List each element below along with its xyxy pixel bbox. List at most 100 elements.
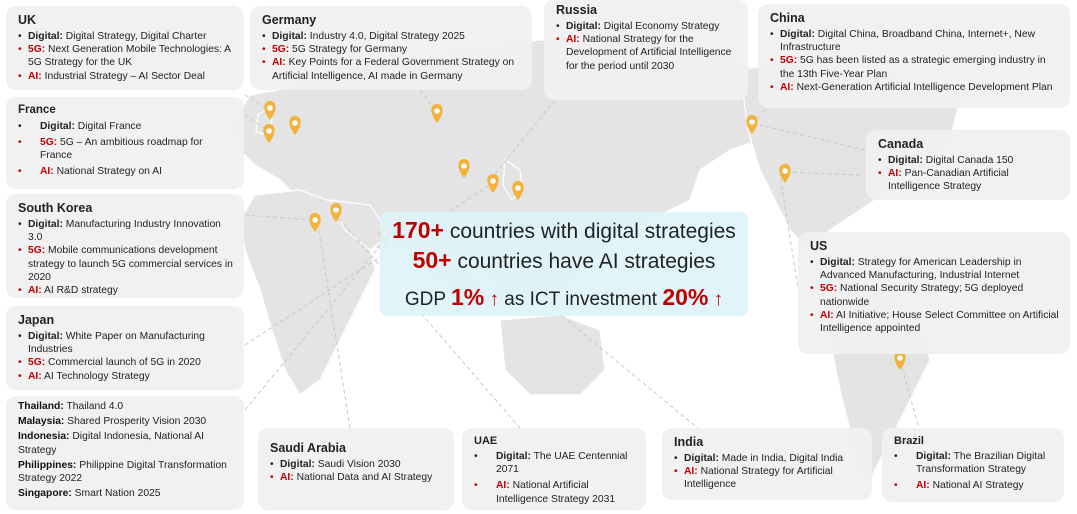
country-title: France	[18, 104, 56, 116]
strategy-item-ai: AI: National Data and AI Strategy	[270, 471, 444, 484]
strategy-item-digital: Digital: Saudi Vision 2030	[270, 458, 444, 471]
ict-text: as ICT investment	[504, 289, 658, 310]
strategy-item-ai: AI: National Strategy for Artificial Int…	[674, 465, 862, 491]
strategy-list: Digital: Strategy for American Leadershi…	[810, 256, 1060, 335]
strategy-list: Digital: Digital Economy Strategy AI: Na…	[556, 20, 738, 73]
summary-gdp: GDP 1% ↑ as ICT investment 20% ↑	[380, 284, 748, 313]
card-brazil: Brazil Digital: The Brazilian Digital Tr…	[882, 428, 1064, 502]
strategy-item-ai: AI: National AI Strategy	[894, 479, 1054, 492]
map-pin-icon	[458, 159, 470, 178]
gdp-label: GDP	[404, 289, 446, 310]
map-pin-icon	[512, 181, 524, 200]
strategy-item-ai: AI: Key Points for a Federal Government …	[262, 56, 522, 82]
summary-digital: 170+ countries with digital strategies	[380, 216, 748, 246]
strategy-item-5g: 5G: 5G has been listed as a strategic em…	[770, 54, 1060, 80]
country-title: Japan	[18, 313, 55, 327]
country-title: UAE	[474, 435, 498, 447]
up-arrow-icon: ↑	[713, 289, 724, 310]
strategy-item-5g: 5G: 5G – An ambitious roadmap for France	[18, 136, 234, 162]
strategy-item-ai: AI: National Strategy for the Developmen…	[556, 33, 738, 73]
strategy-item-digital: Digital: Made in India, Digital India	[674, 452, 862, 465]
strategy-list: Digital: Digital China, Broadband China,…	[770, 28, 1060, 94]
card-saudi-arabia: Saudi Arabia Digital: Saudi Vision 2030 …	[258, 428, 454, 510]
card-germany: Germany Digital: Industry 4.0, Digital S…	[250, 6, 532, 90]
asean-item: Thailand: Thailand 4.0	[18, 401, 124, 412]
summary-box: 170+ countries with digital strategies 5…	[380, 212, 748, 316]
map-pin-icon	[330, 203, 342, 222]
country-title: Russia	[556, 3, 597, 17]
strategy-list: Digital: Saudi Vision 2030 AI: National …	[270, 458, 444, 485]
strategy-item-digital: Digital: Digital China, Broadband China,…	[770, 28, 1060, 54]
ict-value: 20%	[662, 284, 709, 310]
strategy-item-5g: 5G: Mobile communications development st…	[18, 244, 234, 284]
map-pin-icon	[779, 164, 791, 183]
strategy-item-ai: AI: National Strategy on AI	[18, 165, 234, 178]
map-pin-icon	[487, 174, 499, 193]
asean-item: Malaysia: Shared Prosperity Vision 2030	[18, 416, 207, 428]
strategy-item-digital: Digital: Strategy for American Leadershi…	[810, 256, 1060, 282]
strategy-item-5g: 5G: Next Generation Mobile Technologies:…	[18, 43, 234, 69]
strategy-list: Digital: Digital Strategy, Digital Chart…	[18, 30, 234, 83]
strategy-item-ai: AI: Pan-Canadian Artificial Intelligence…	[878, 167, 1060, 193]
strategy-item-ai: AI: AI Initiative; House Select Committe…	[810, 309, 1060, 335]
strategy-list: Digital: White Paper on Manufacturing In…	[18, 330, 234, 383]
summary-ai: 50+ countries have AI strategies	[380, 246, 748, 276]
country-title: China	[770, 11, 805, 25]
strategy-list: Digital: Manufacturing Industry Innovati…	[18, 218, 234, 297]
country-title: UK	[18, 13, 37, 27]
strategy-item-digital: Digital: Digital Strategy, Digital Chart…	[18, 30, 234, 43]
strategy-item-digital: Digital: Digital France	[18, 120, 234, 133]
strategy-item-digital: Digital: White Paper on Manufacturing In…	[18, 330, 234, 356]
card-france: France Digital: Digital France 5G: 5G – …	[6, 97, 244, 189]
ai-count: 50+	[412, 247, 452, 273]
strategy-item-digital: Digital: Digital Economy Strategy	[556, 20, 738, 33]
strategy-item-digital: Digital: Manufacturing Industry Innovati…	[18, 218, 234, 244]
card-india: India Digital: Made in India, Digital In…	[662, 428, 872, 500]
country-title: Brazil	[894, 435, 924, 447]
country-title: Canada	[878, 137, 924, 151]
strategy-item-digital: Digital: Industry 4.0, Digital Strategy …	[262, 30, 522, 43]
card-canada: Canada Digital: Digital Canada 150 AI: P…	[866, 130, 1070, 200]
strategy-list: Digital: The UAE Centennial 2071 AI: Nat…	[474, 450, 636, 506]
country-title: Saudi Arabia	[270, 441, 346, 455]
card-russia: Russia Digital: Digital Economy Strategy…	[544, 0, 748, 100]
card-china: China Digital: Digital China, Broadband …	[758, 4, 1070, 108]
strategy-item-digital: Digital: Digital Canada 150	[878, 154, 1060, 167]
card-japan: Japan Digital: White Paper on Manufactur…	[6, 306, 244, 390]
card-south-korea: South Korea Digital: Manufacturing Indus…	[6, 194, 244, 298]
asean-item: Singapore: Smart Nation 2025	[18, 488, 161, 500]
map-pin-icon	[746, 115, 758, 134]
country-title: Germany	[262, 13, 317, 27]
strategy-item-5g: 5G: Commercial launch of 5G in 2020	[18, 356, 234, 369]
strategy-item-digital: Digital: The Brazilian Digital Transform…	[894, 450, 1054, 476]
strategy-list: Digital: Industry 4.0, Digital Strategy …	[262, 30, 522, 83]
strategy-item-5g: 5G: 5G Strategy for Germany	[262, 43, 522, 56]
strategy-item-ai: AI: Next-Generation Artificial Intellige…	[770, 81, 1060, 94]
map-pin-icon	[309, 213, 321, 232]
card-uk: UK Digital: Digital Strategy, Digital Ch…	[6, 6, 244, 90]
strategy-item-ai: AI: AI R&D strategy	[18, 284, 234, 297]
map-pin-icon	[289, 116, 301, 135]
strategy-item-ai: AI: AI Technology Strategy	[18, 370, 234, 383]
strategy-item-5g: 5G: National Security Strategy; 5G deplo…	[810, 282, 1060, 308]
strategy-item-ai: AI: National Artificial Intelligence Str…	[474, 479, 636, 505]
card-southeast-asia: Thailand: Thailand 4.0 Malaysia: Shared …	[6, 396, 244, 510]
ai-text: countries have AI strategies	[457, 250, 716, 273]
country-title: US	[810, 239, 828, 253]
strategy-list: Digital: Digital Canada 150 AI: Pan-Cana…	[878, 154, 1060, 194]
asean-item: Philippines: Philippine Digital Transfor…	[18, 459, 227, 484]
strategy-list: Digital: Made in India, Digital India AI…	[674, 452, 862, 492]
strategy-item-ai: AI: Industrial Strategy – AI Sector Deal	[18, 70, 234, 83]
map-pin-icon	[894, 351, 906, 370]
country-title: South Korea	[18, 201, 93, 215]
country-title: India	[674, 435, 704, 449]
asean-item: Indonesia: Digital Indonesia, National A…	[18, 431, 205, 456]
strategy-list: Digital: The Brazilian Digital Transform…	[894, 450, 1054, 493]
digital-count: 170+	[392, 217, 444, 243]
digital-text: countries with digital strategies	[449, 220, 736, 243]
map-pin-icon	[263, 124, 275, 143]
map-pin-icon	[431, 104, 443, 123]
map-pin-icon	[264, 101, 276, 120]
strategy-list: Digital: Digital France 5G: 5G – An ambi…	[18, 120, 234, 179]
card-uae: UAE Digital: The UAE Centennial 2071 AI:…	[462, 428, 646, 510]
